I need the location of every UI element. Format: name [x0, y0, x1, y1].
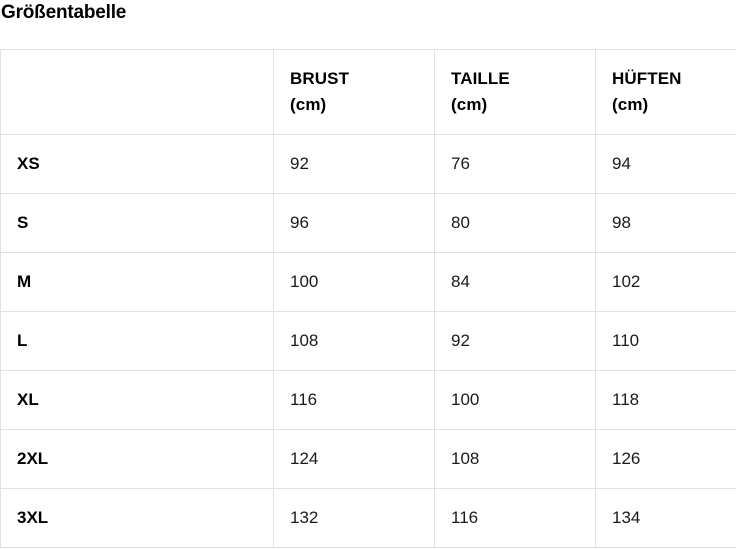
- brust-value: 116: [273, 370, 435, 430]
- table-body: XS 92 76 94 S 96 80 98 M 100 84 102 L 10…: [0, 134, 736, 548]
- header-row: BRUST (cm) TAILLE (cm) HÜFTEN (cm): [0, 49, 736, 135]
- hueften-value: 102: [595, 252, 736, 312]
- brust-value: 100: [273, 252, 435, 312]
- brust-value: 132: [273, 488, 435, 548]
- size-cell: 3XL: [0, 488, 274, 548]
- size-chart-table: BRUST (cm) TAILLE (cm) HÜFTEN (cm) XS 92…: [0, 49, 736, 548]
- table-row-s: S 96 80 98: [0, 193, 736, 253]
- header-cell-taille: TAILLE (cm): [434, 49, 596, 135]
- table-header: BRUST (cm) TAILLE (cm) HÜFTEN (cm): [0, 49, 736, 135]
- taille-value: 80: [434, 193, 596, 253]
- table-row-xs: XS 92 76 94: [0, 134, 736, 194]
- taille-value: 116: [434, 488, 596, 548]
- brust-value: 92: [273, 134, 435, 194]
- header-cell-hueften: HÜFTEN (cm): [595, 49, 736, 135]
- brust-value: 96: [273, 193, 435, 253]
- size-chart-title: Größentabelle: [1, 2, 127, 23]
- table-row-2xl: 2XL 124 108 126: [0, 429, 736, 489]
- hueften-value: 118: [595, 370, 736, 430]
- taille-value: 108: [434, 429, 596, 489]
- taille-value: 92: [434, 311, 596, 371]
- taille-value: 84: [434, 252, 596, 312]
- taille-value: 76: [434, 134, 596, 194]
- brust-value: 124: [273, 429, 435, 489]
- size-cell: S: [0, 193, 274, 253]
- size-cell: M: [0, 252, 274, 312]
- table-row-xl: XL 116 100 118: [0, 370, 736, 430]
- table-row-3xl: 3XL 132 116 134: [0, 488, 736, 548]
- size-cell: 2XL: [0, 429, 274, 489]
- hueften-value: 98: [595, 193, 736, 253]
- header-cell-brust: BRUST (cm): [273, 49, 435, 135]
- table-row-m: M 100 84 102: [0, 252, 736, 312]
- hueften-value: 126: [595, 429, 736, 489]
- size-cell: XS: [0, 134, 274, 194]
- hueften-value: 110: [595, 311, 736, 371]
- size-cell: XL: [0, 370, 274, 430]
- size-cell: L: [0, 311, 274, 371]
- hueften-value: 134: [595, 488, 736, 548]
- brust-value: 108: [273, 311, 435, 371]
- header-cell-empty: [0, 49, 274, 135]
- hueften-value: 94: [595, 134, 736, 194]
- taille-value: 100: [434, 370, 596, 430]
- table-row-l: L 108 92 110: [0, 311, 736, 371]
